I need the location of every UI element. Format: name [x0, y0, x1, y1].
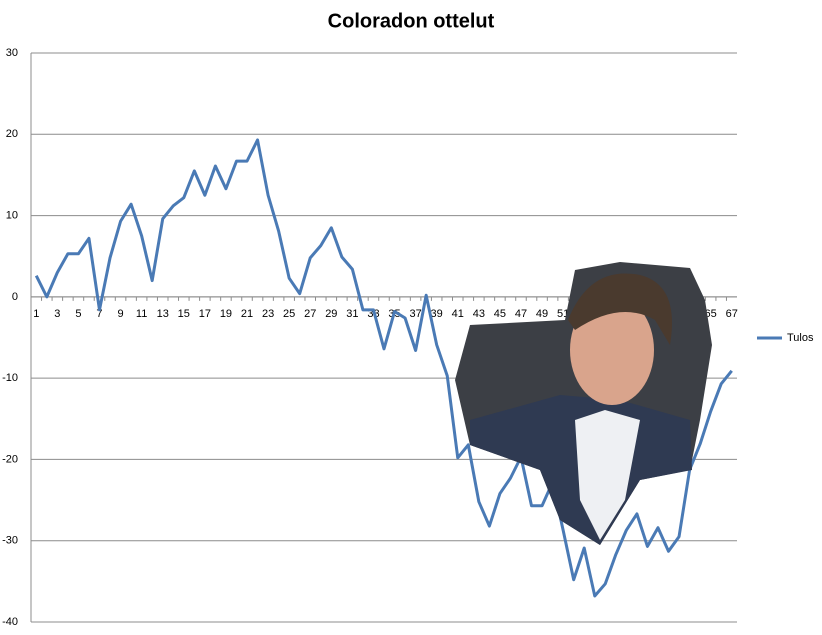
x-tick-label: 37 [409, 308, 421, 320]
x-tick-label: 45 [494, 308, 506, 320]
photo-face [570, 295, 654, 405]
x-tick-label: 29 [325, 308, 337, 320]
x-tick-label: 15 [178, 308, 190, 320]
x-tick-label: 9 [118, 308, 124, 320]
x-tick-label: 31 [346, 308, 358, 320]
photo-overlay [455, 262, 712, 545]
x-tick-label: 39 [431, 308, 443, 320]
y-tick-label: -10 [2, 372, 18, 384]
legend-label: Tulos [787, 332, 814, 344]
x-tick-label: 41 [452, 308, 464, 320]
data-line [34, 138, 733, 598]
chart-title: Coloradon ottelut [328, 10, 495, 32]
x-tick-label: 7 [96, 308, 102, 320]
x-tick-label: 67 [726, 308, 738, 320]
x-tick-label: 25 [283, 308, 295, 320]
y-tick-label: -40 [2, 616, 18, 628]
y-tick-label: -20 [2, 453, 18, 465]
y-tick-label: 30 [6, 47, 18, 59]
x-tick-label: 17 [199, 308, 211, 320]
x-tick-label: 21 [241, 308, 253, 320]
x-tick-label: 3 [54, 308, 60, 320]
x-tick-label: 11 [136, 308, 147, 320]
x-tick-label: 5 [75, 308, 81, 320]
y-tick-label: -30 [2, 535, 18, 547]
photo-hair [568, 273, 672, 345]
x-tick-label: 49 [536, 308, 548, 320]
y-tick-label: 10 [6, 209, 18, 221]
x-tick-label: 47 [515, 308, 527, 320]
x-tick-label: 43 [473, 308, 485, 320]
x-tick-label: 27 [304, 308, 316, 320]
photo-shirt [575, 410, 640, 540]
y-tick-label: 0 [12, 291, 18, 303]
x-tick-label: 19 [220, 308, 232, 320]
x-tick-label: 13 [157, 308, 169, 320]
y-tick-label: 20 [6, 128, 18, 140]
x-tick-label: 1 [33, 308, 39, 320]
x-tick-label: 23 [262, 308, 274, 320]
